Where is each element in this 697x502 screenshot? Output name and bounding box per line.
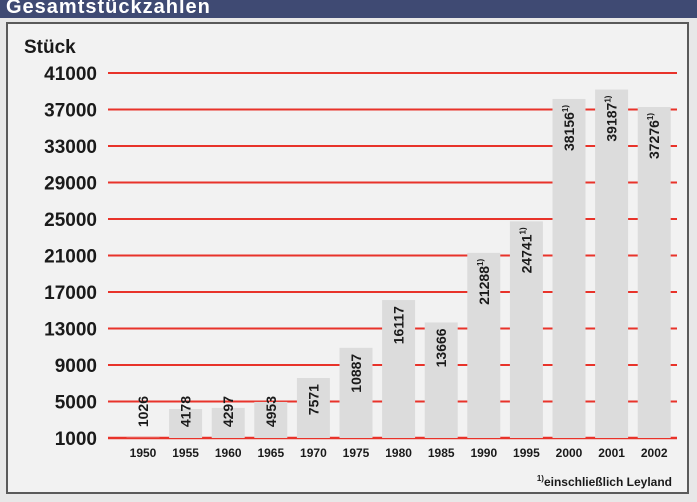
bar bbox=[595, 89, 629, 438]
data-label: 1026 bbox=[135, 396, 151, 427]
data-label: 247411) bbox=[518, 227, 534, 273]
data-label: 7571 bbox=[305, 384, 321, 415]
x-tick-label: 1965 bbox=[257, 446, 284, 460]
bar bbox=[509, 221, 543, 438]
x-tick-label: 1950 bbox=[130, 446, 157, 460]
data-label: 10887 bbox=[348, 354, 364, 393]
x-tick-label: 1995 bbox=[513, 446, 540, 460]
y-tick-label: 41000 bbox=[44, 64, 97, 85]
y-tick-label: 21000 bbox=[44, 247, 97, 268]
y-tick-label: 1000 bbox=[55, 429, 97, 450]
data-label: 381561) bbox=[561, 105, 577, 151]
footnote-marker: 1) bbox=[518, 227, 527, 234]
data-label: 4953 bbox=[263, 396, 279, 427]
x-tick-label: 2000 bbox=[556, 446, 583, 460]
data-label: 372761) bbox=[646, 113, 662, 159]
bar bbox=[339, 347, 373, 438]
footnote-marker: 1) bbox=[561, 105, 570, 112]
bar bbox=[211, 407, 245, 438]
data-label: 4178 bbox=[178, 396, 194, 427]
bar bbox=[169, 409, 203, 438]
bar bbox=[552, 98, 586, 438]
x-tick-label: 2001 bbox=[598, 446, 625, 460]
footnote-marker: 1) bbox=[476, 259, 485, 266]
data-label: 4297 bbox=[220, 396, 236, 427]
footnote-marker: 1) bbox=[537, 474, 544, 483]
bar bbox=[382, 300, 416, 438]
footnote: 1)einschließlich Leyland bbox=[537, 474, 672, 489]
data-label: 16117 bbox=[391, 306, 407, 344]
footnote-marker: 1) bbox=[604, 95, 613, 102]
data-label: 391871) bbox=[604, 95, 620, 141]
x-tick-label: 1955 bbox=[172, 446, 199, 460]
footnote-text: einschließlich Leyland bbox=[544, 475, 672, 489]
y-tick-label: 37000 bbox=[44, 101, 97, 122]
y-tick-label: 33000 bbox=[44, 137, 97, 158]
header-bar: Gesamtstückzahlen bbox=[0, 0, 697, 18]
x-tick-label: 1960 bbox=[215, 446, 242, 460]
header-title: Gesamtstückzahlen bbox=[6, 0, 211, 18]
x-tick-label: 1985 bbox=[428, 446, 455, 460]
x-tick-label: 2002 bbox=[641, 446, 668, 460]
bar bbox=[424, 322, 458, 438]
bar bbox=[637, 106, 671, 438]
bar bbox=[296, 378, 330, 438]
y-tick-label: 25000 bbox=[44, 210, 97, 231]
data-label: 13666 bbox=[433, 328, 449, 367]
y-tick-label: 5000 bbox=[55, 393, 97, 414]
y-tick-label: 13000 bbox=[44, 320, 97, 341]
bar bbox=[254, 401, 288, 438]
data-label: 212881) bbox=[476, 259, 492, 305]
y-tick-label: 29000 bbox=[44, 174, 97, 195]
x-tick-label: 1980 bbox=[385, 446, 412, 460]
bar bbox=[467, 252, 501, 438]
y-tick-label: 9000 bbox=[55, 356, 97, 377]
x-tick-label: 1970 bbox=[300, 446, 327, 460]
y-axis-title: Stück bbox=[24, 37, 76, 58]
x-tick-label: 1975 bbox=[343, 446, 370, 460]
x-tick-label: 1990 bbox=[470, 446, 497, 460]
footnote-marker: 1) bbox=[646, 113, 655, 120]
y-tick-label: 17000 bbox=[44, 283, 97, 304]
